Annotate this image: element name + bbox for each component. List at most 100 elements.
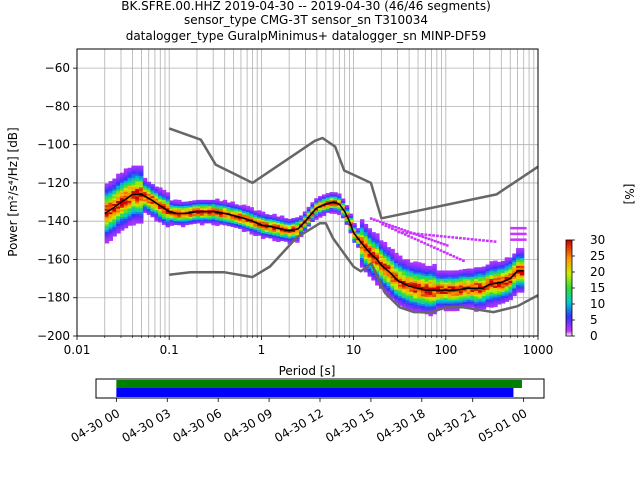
- heatmap-cell: [215, 206, 220, 209]
- heatmap-cell: [348, 217, 353, 220]
- heatmap-cell: [462, 237, 466, 240]
- heatmap-cell: [401, 286, 407, 289]
- heatmap-cell: [173, 201, 178, 204]
- heatmap-cell: [108, 190, 113, 194]
- heatmap-cell: [131, 215, 136, 218]
- heatmap-cell: [245, 226, 251, 230]
- heatmap-cell: [329, 192, 334, 195]
- heatmap-cell: [180, 218, 186, 222]
- heatmap-cell: [142, 183, 148, 187]
- heatmap-cell: [516, 261, 521, 264]
- heatmap-cell: [443, 293, 449, 296]
- heatmap-cell: [447, 278, 452, 281]
- heatmap-cell: [142, 191, 148, 194]
- heatmap-cell: [401, 274, 407, 278]
- heatmap-cell: [470, 297, 475, 300]
- heatmap-cell: [458, 283, 464, 286]
- high-noise-model-line: [168, 127, 538, 220]
- heatmap-cell: [359, 244, 365, 247]
- heatmap-cell: [211, 219, 216, 222]
- heatmap-cell: [519, 255, 525, 259]
- heatmap-cell: [363, 227, 369, 231]
- heatmap-cell: [146, 202, 152, 206]
- heatmap-cell: [470, 302, 475, 306]
- heatmap-cell: [363, 229, 369, 233]
- heatmap-cell: [123, 168, 129, 171]
- heatmap-cell: [458, 290, 464, 294]
- heatmap-cell: [329, 195, 334, 199]
- heatmap-cell: [222, 218, 228, 222]
- heatmap-cell: [443, 280, 449, 283]
- heatmap-cell: [287, 241, 292, 245]
- heatmap-cell: [378, 257, 384, 261]
- heatmap-cell: [306, 224, 312, 227]
- heatmap-cell: [295, 217, 300, 220]
- heatmap-cell: [489, 291, 494, 295]
- heatmap-cell: [500, 272, 506, 275]
- heatmap-cell: [299, 226, 304, 230]
- heatmap-cell: [409, 291, 414, 294]
- heatmap-cell: [264, 231, 270, 234]
- heatmap-cell: [398, 255, 403, 259]
- heatmap-cell: [333, 196, 338, 199]
- x-axis-ticks: 0.01 0.1 1 10 100 1000: [64, 336, 553, 357]
- heatmap-cell: [230, 205, 235, 208]
- heatmap-cell: [123, 202, 129, 206]
- heatmap-cell: [131, 184, 136, 188]
- heatmap-cell: [401, 280, 407, 283]
- heatmap-cell: [127, 207, 133, 211]
- heatmap-cell: [260, 230, 266, 234]
- heatmap-cell: [420, 240, 423, 244]
- heatmap-cell: [481, 301, 487, 304]
- heatmap-cell: [420, 291, 426, 295]
- heatmap-cell: [512, 257, 517, 260]
- heatmap-cell: [203, 203, 209, 207]
- heatmap-cell: [493, 295, 498, 298]
- heatmap-cell: [466, 297, 471, 300]
- heatmap-cell: [493, 285, 498, 288]
- heatmap-cell: [447, 302, 452, 306]
- heatmap-cell: [116, 177, 121, 180]
- heatmap-cell: [173, 205, 178, 208]
- heatmap-cell: [333, 198, 338, 201]
- heatmap-cell: [500, 278, 506, 281]
- heatmap-cell: [139, 169, 144, 172]
- heatmap-cell: [211, 203, 216, 207]
- heatmap-cell: [135, 196, 140, 199]
- heatmap-cell: [359, 223, 365, 226]
- heatmap-cell: [359, 257, 365, 260]
- heatmap-cell: [283, 237, 289, 240]
- heatmap-cell: [104, 195, 110, 198]
- x-tick-label: 1: [258, 343, 266, 357]
- heatmap-cell: [257, 233, 262, 236]
- heatmap-cell: [485, 285, 491, 289]
- heatmap-cell: [257, 227, 262, 231]
- heatmap-cell: [177, 205, 182, 209]
- heatmap-cell: [173, 216, 178, 220]
- heatmap-cell: [139, 165, 144, 169]
- timeline-tick-label: 04-30 06: [170, 406, 224, 445]
- heatmap-cell: [462, 290, 468, 293]
- heatmap-cell: [196, 218, 201, 222]
- heatmap-cell: [413, 301, 418, 305]
- heatmap-cell: [432, 263, 437, 267]
- heatmap-cell: [371, 237, 376, 241]
- heatmap-cell: [500, 295, 506, 298]
- heatmap-cell: [504, 270, 510, 274]
- heatmap-cell: [409, 289, 414, 292]
- heatmap-cell: [367, 260, 372, 264]
- heatmap-cell: [127, 184, 133, 188]
- heatmap-cell: [359, 226, 365, 230]
- heatmap-cell: [478, 278, 483, 282]
- heatmap-cell: [371, 249, 376, 252]
- heatmap-cell: [439, 276, 445, 279]
- heatmap-cell: [382, 245, 388, 249]
- heatmap-cell: [158, 216, 163, 219]
- heatmap-cell: [474, 271, 479, 274]
- heatmap-cell: [432, 290, 437, 294]
- heatmap-cell: [428, 290, 433, 294]
- heatmap-cell: [112, 191, 117, 195]
- heatmap-cell: [279, 228, 285, 232]
- heatmap-cell: [135, 198, 140, 201]
- heatmap-cell: [219, 216, 224, 219]
